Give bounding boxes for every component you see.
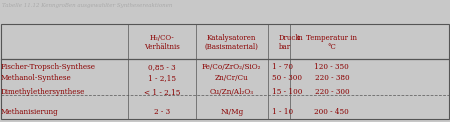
Text: Katalysatoren: Katalysatoren: [207, 34, 256, 42]
Text: 2 - 3: 2 - 3: [154, 108, 170, 116]
Text: 50 - 300: 50 - 300: [272, 74, 302, 82]
Text: Fe/Co/ZrO₂/SiO₂: Fe/Co/ZrO₂/SiO₂: [202, 63, 261, 71]
Text: H₂/CO-: H₂/CO-: [149, 34, 175, 42]
Text: Zn/Cr/Cu: Zn/Cr/Cu: [215, 74, 248, 82]
Text: 1 - 2,15: 1 - 2,15: [148, 74, 176, 82]
Text: Verhältnis: Verhältnis: [144, 42, 180, 51]
Text: 15 - 100: 15 - 100: [272, 88, 302, 96]
Text: 220 - 380: 220 - 380: [315, 74, 349, 82]
Text: 0,85 - 3: 0,85 - 3: [148, 63, 176, 71]
Text: (Basismaterial): (Basismaterial): [205, 42, 259, 51]
Text: Cu/Zn/Al₂O₃: Cu/Zn/Al₂O₃: [210, 88, 254, 96]
Text: 200 - 450: 200 - 450: [315, 108, 349, 116]
Text: Temperatur in: Temperatur in: [306, 34, 357, 42]
Bar: [1, 24, 449, 119]
Text: Fischer-Tropsch-Synthese: Fischer-Tropsch-Synthese: [1, 63, 96, 71]
Text: < 1 - 2,15: < 1 - 2,15: [144, 88, 180, 96]
Text: 220 - 300: 220 - 300: [315, 88, 349, 96]
Text: Dimethylethersynthese: Dimethylethersynthese: [1, 88, 86, 96]
Text: Ni/Mg: Ni/Mg: [220, 108, 243, 116]
Text: °C: °C: [328, 42, 336, 51]
Text: Methanol-Synthese: Methanol-Synthese: [1, 74, 72, 82]
Text: Tabelle 11.12 KenngroBen ausgewahlter Synthesereaktionen: Tabelle 11.12 KenngroBen ausgewahlter Sy…: [2, 3, 173, 8]
Text: 1 - 10: 1 - 10: [272, 108, 293, 116]
Text: 120 - 350: 120 - 350: [315, 63, 349, 71]
Text: bar: bar: [279, 42, 291, 51]
Text: in: in: [297, 34, 304, 42]
Text: Druck: Druck: [279, 34, 301, 42]
Text: Methanisierung: Methanisierung: [1, 108, 58, 116]
Text: 1 - 70: 1 - 70: [272, 63, 293, 71]
